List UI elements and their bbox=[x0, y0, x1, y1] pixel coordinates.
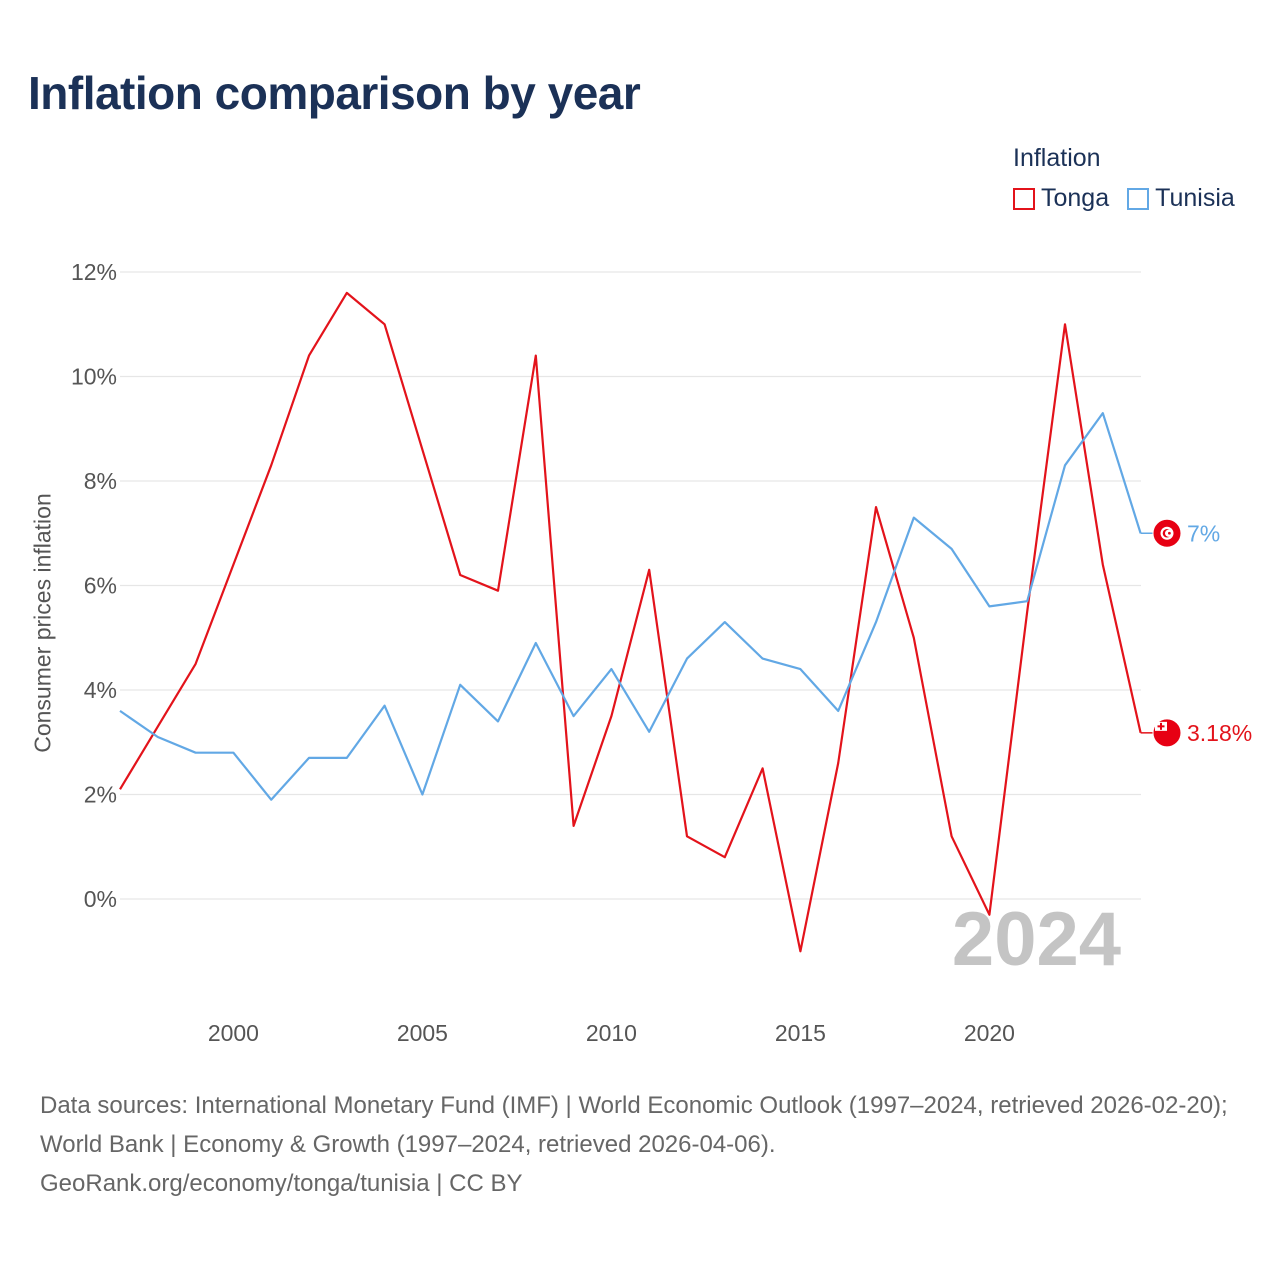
end-label-tunisia: 7% bbox=[1187, 520, 1220, 546]
end-label-tonga: 3.18% bbox=[1187, 720, 1252, 746]
y-tick-label: 12% bbox=[71, 259, 117, 285]
y-tick-label: 8% bbox=[84, 468, 117, 494]
series-end-markers: 3.18% 7% bbox=[1140, 518, 1252, 748]
y-tick-label: 2% bbox=[84, 782, 117, 808]
legend-item-tunisia[interactable]: Tunisia bbox=[1127, 184, 1235, 213]
gridlines bbox=[120, 271, 1141, 900]
y-tick-labels: 0% 2% 4% 6% 8% 10% 12% bbox=[71, 259, 117, 912]
year-watermark: 2024 bbox=[952, 897, 1121, 982]
legend-swatch-tunisia bbox=[1127, 187, 1150, 210]
legend-label-tonga: Tonga bbox=[1041, 184, 1110, 212]
legend-swatch-tonga bbox=[1013, 187, 1035, 210]
legend: Tonga Tunisia bbox=[1013, 184, 1253, 213]
y-tick-label: 0% bbox=[84, 886, 117, 912]
x-tick-label: 2005 bbox=[397, 1020, 448, 1046]
x-tick-labels: 2000 2005 2010 2015 2020 bbox=[208, 1020, 1015, 1046]
y-tick-label: 6% bbox=[84, 573, 117, 599]
y-tick-label: 4% bbox=[84, 677, 117, 703]
series-line-tonga[interactable] bbox=[119, 291, 1142, 953]
data-sources: Data sources: International Monetary Fun… bbox=[40, 1092, 1228, 1158]
flag-icon-tunisia bbox=[1152, 518, 1182, 548]
x-tick-label: 2000 bbox=[208, 1020, 259, 1046]
x-tick-label: 2015 bbox=[775, 1020, 826, 1046]
y-tick-label: 10% bbox=[71, 364, 117, 390]
x-tick-label: 2020 bbox=[964, 1020, 1015, 1046]
chart-title: Inflation comparison by year bbox=[28, 67, 641, 119]
x-tick-label: 2010 bbox=[586, 1020, 637, 1046]
flag-icon-tonga bbox=[1152, 718, 1182, 748]
footer: Data sources: International Monetary Fun… bbox=[40, 1086, 1250, 1203]
legend-label-tunisia: Tunisia bbox=[1155, 184, 1235, 212]
series-lines bbox=[119, 291, 1142, 953]
source-link[interactable]: GeoRank.org/economy/tonga/tunisia | CC B… bbox=[40, 1170, 523, 1197]
series-line-tunisia[interactable] bbox=[119, 412, 1142, 801]
legend-item-tonga[interactable]: Tonga bbox=[1013, 184, 1109, 213]
legend-title: Inflation bbox=[1013, 144, 1101, 172]
